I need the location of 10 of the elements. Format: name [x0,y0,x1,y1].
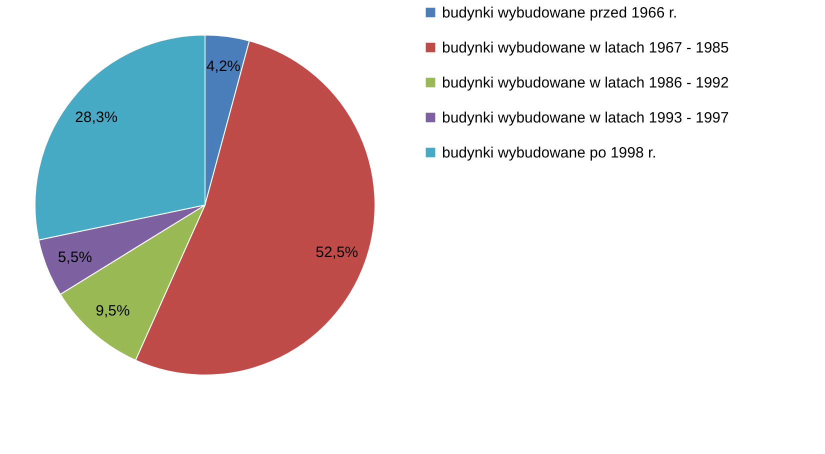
legend-label: budynki wybudowane w latach 1986 - 1992 [442,74,729,92]
legend-label: budynki wybudowane po 1998 r. [442,144,656,162]
data-label: 52,5% [316,244,358,262]
legend-label: budynki wybudowane w latach 1993 - 1997 [442,110,729,126]
data-label: 28,3% [75,108,118,126]
legend-label: budynki wybudowane w latach 1967 - 1985 [442,40,729,56]
data-label: 4,2% [206,58,241,76]
data-label: 5,5% [58,248,92,266]
legend-label: budynki wybudowane przed 1966 r. [442,4,678,22]
data-label: 9,5% [96,302,130,320]
